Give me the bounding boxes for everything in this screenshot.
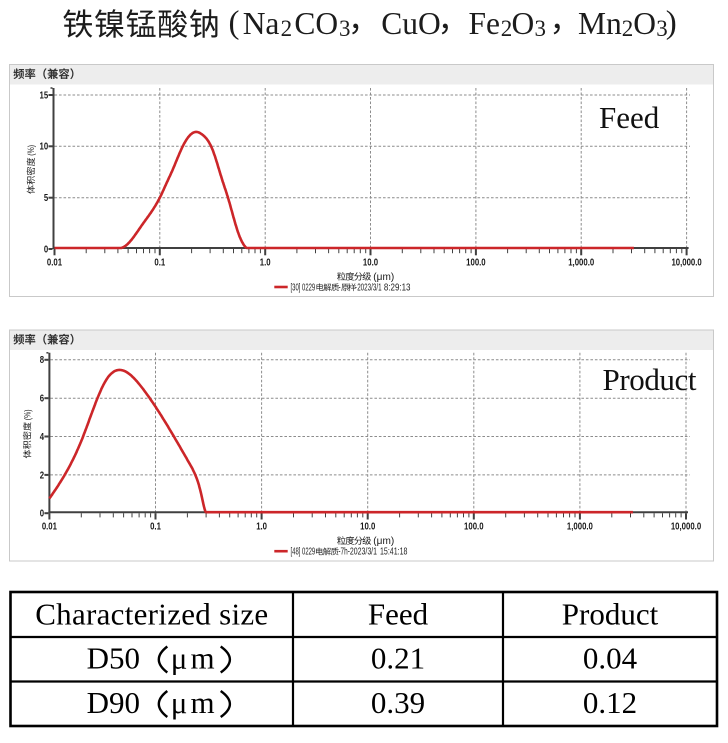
svg-text:μm: μm [171,685,215,720]
svg-text:8:29:13: 8:29:13 [384,282,411,293]
svg-text:μm: μm [171,641,215,676]
svg-text:[48] 0229: [48] 0229 [291,547,316,558]
svg-text:10,000.0: 10,000.0 [671,257,701,268]
svg-text:Na: Na [243,6,280,41]
svg-text:1,000.0: 1,000.0 [567,521,593,532]
svg-text:[30] 0229: [30] 0229 [291,282,316,293]
svg-text:0.04: 0.04 [583,641,638,676]
svg-text:1.0: 1.0 [256,521,267,532]
svg-text:Characterized size: Characterized size [35,597,268,632]
svg-text:15:41:18: 15:41:18 [380,547,408,558]
svg-text:10,000.0: 10,000.0 [671,521,701,532]
svg-text:100.0: 100.0 [464,521,484,532]
svg-text:O: O [633,6,656,41]
svg-text:3: 3 [535,16,547,41]
svg-text:O: O [512,6,535,41]
svg-text:(: ( [229,5,240,41]
svg-text:Fe: Fe [469,6,501,41]
svg-text:15: 15 [40,89,49,100]
svg-text:(%): (%) [23,409,34,420]
svg-text:CuO: CuO [381,6,441,41]
svg-text:0.12: 0.12 [583,685,637,720]
svg-text:2: 2 [281,16,293,41]
svg-text:D50: D50 [87,641,140,676]
svg-text:3: 3 [656,16,668,41]
svg-text:-: - [339,282,341,293]
svg-text:): ) [666,5,677,41]
svg-text:0: 0 [40,508,44,519]
svg-text:2: 2 [622,16,634,41]
svg-text:2: 2 [501,16,513,41]
svg-text:Feed: Feed [599,100,660,135]
svg-text:0.39: 0.39 [371,685,425,720]
svg-text:3: 3 [339,16,351,41]
svg-text:(μm): (μm) [373,536,394,547]
svg-text:-: - [355,282,357,293]
svg-text:0.01: 0.01 [47,257,62,268]
svg-text:4: 4 [40,431,44,442]
svg-text:0.01: 0.01 [42,521,57,532]
svg-text:-7h-: -7h- [338,547,350,558]
svg-text:6: 6 [40,393,44,404]
svg-text:Product: Product [562,597,659,632]
svg-text:Mn: Mn [578,6,622,41]
svg-text:10.0: 10.0 [360,521,375,532]
svg-text:1,000.0: 1,000.0 [568,257,594,268]
svg-text:10.0: 10.0 [363,257,378,268]
svg-text:8: 8 [40,354,44,365]
svg-text:5: 5 [44,192,48,203]
svg-text:0.1: 0.1 [150,521,161,532]
svg-text:0.21: 0.21 [371,641,425,676]
svg-text:10: 10 [40,141,49,152]
svg-text:(%): (%) [26,145,37,156]
svg-text:D90: D90 [87,685,140,720]
svg-text:0: 0 [44,243,48,254]
svg-text:100.0: 100.0 [466,257,486,268]
svg-text:(μm): (μm) [373,272,394,283]
svg-text:2: 2 [40,469,44,480]
svg-text:CO: CO [294,6,338,41]
svg-text:1.0: 1.0 [260,257,271,268]
svg-text:2023/3/1: 2023/3/1 [357,282,382,293]
svg-text:0.1: 0.1 [154,257,165,268]
svg-text:Product: Product [603,362,697,397]
svg-text:Feed: Feed [368,597,429,632]
svg-text:2023/3/1: 2023/3/1 [350,547,377,558]
